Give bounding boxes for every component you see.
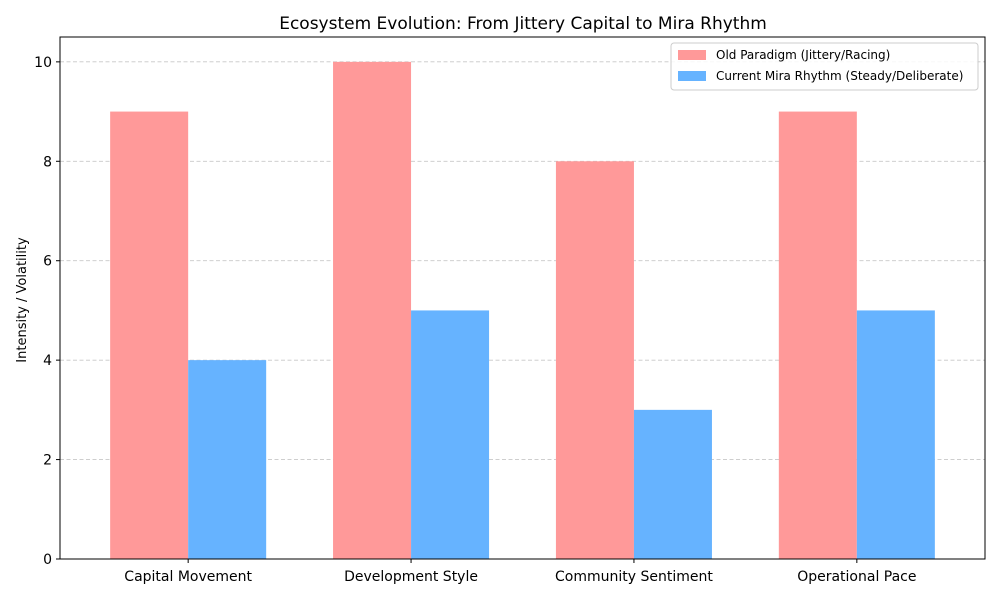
bar-old-paradigm-0 bbox=[110, 111, 189, 560]
y-axis-ticks: 0 2 4 6 8 10 bbox=[34, 55, 60, 568]
legend-swatch-current-mira-rhythm bbox=[678, 71, 706, 81]
y-tick-label: 8 bbox=[43, 154, 52, 170]
y-tick-label: 6 bbox=[43, 254, 52, 270]
legend-label-current-mira-rhythm: Current Mira Rhythm (Steady/Deliberate) bbox=[716, 69, 963, 83]
bar-current-mira-rhythm-2 bbox=[633, 409, 712, 559]
bar-old-paradigm-3 bbox=[778, 111, 857, 560]
x-tick-label: Operational Pace bbox=[797, 569, 916, 585]
legend: Old Paradigm (Jittery/Racing) Current Mi… bbox=[670, 42, 979, 91]
legend-label-old-paradigm: Old Paradigm (Jittery/Racing) bbox=[716, 48, 890, 62]
y-tick-label: 0 bbox=[43, 552, 52, 568]
y-tick-label: 2 bbox=[43, 453, 52, 469]
x-tick-label: Capital Movement bbox=[124, 569, 252, 585]
legend-swatch-old-paradigm bbox=[678, 50, 706, 60]
plot-frame bbox=[59, 36, 986, 560]
y-tick-label: 4 bbox=[43, 353, 52, 369]
y-tick-label: 10 bbox=[34, 55, 52, 71]
x-tick-label: Community Sentiment bbox=[555, 569, 713, 585]
bar-old-paradigm-2 bbox=[555, 161, 634, 560]
x-axis-ticks: Capital Movement Development Style Communi… bbox=[124, 559, 916, 585]
bar-current-mira-rhythm-0 bbox=[188, 360, 267, 559]
bar-old-paradigm-1 bbox=[333, 61, 412, 559]
bar-current-mira-rhythm-3 bbox=[856, 310, 935, 559]
legend-box bbox=[670, 42, 979, 91]
bar-current-mira-rhythm-1 bbox=[411, 310, 490, 559]
chart-title: Ecosystem Evolution: From Jittery Capita… bbox=[279, 14, 767, 34]
bars bbox=[110, 61, 935, 560]
x-tick-label: Development Style bbox=[344, 569, 478, 585]
y-axis-label: Intensity / Volatility bbox=[15, 237, 30, 363]
